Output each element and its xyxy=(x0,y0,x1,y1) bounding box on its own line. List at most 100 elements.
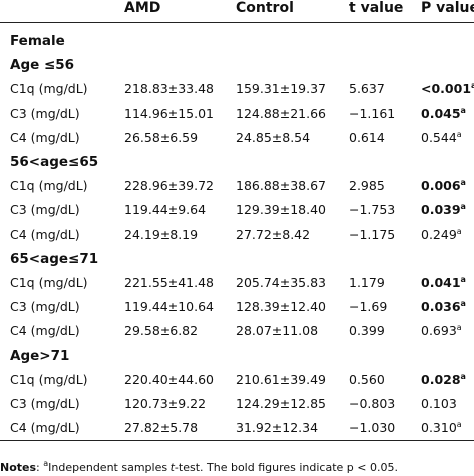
table-row: C3 (mg/dL) 120.73±9.22 124.29±12.85 −0.803 0… xyxy=(0,392,474,416)
notes-colon: : xyxy=(36,461,44,474)
amd-value-cell: 114.96±15.01 xyxy=(124,105,214,121)
table-notes: Notes: aIndependent samples t-test. The … xyxy=(0,460,474,476)
table-row: C3 (mg/dL) 119.44±9.64 129.39±18.40 −1.753 0… xyxy=(0,198,474,222)
p-value-text: 0.249a xyxy=(421,227,462,242)
control-value-cell: 124.29±12.85 xyxy=(236,395,326,411)
table-row: C4 (mg/dL) 24.19±8.19 27.72±8.42 −1.175 0.24… xyxy=(0,223,474,247)
row-label-cell: C4 (mg/dL) xyxy=(0,416,116,442)
table-row: C1q (mg/dL) 220.40±44.60 210.61±39.49 0.560… xyxy=(0,368,474,392)
t-value-cell: −1.030 xyxy=(341,416,413,442)
t-value-cell: 1.179 xyxy=(349,274,385,290)
t-value-cell: −1.69 xyxy=(349,299,388,315)
p-value-cell: <0.001a xyxy=(413,77,474,101)
p-value: 0.045 xyxy=(421,105,461,121)
t-value-cell: −1.753 xyxy=(349,202,396,218)
header-cell-control: Control xyxy=(228,0,341,23)
p-value-text: 0.045a xyxy=(421,106,466,121)
amd-value-cell: 120.73±9.22 xyxy=(124,395,207,411)
group-label: Age>71 xyxy=(10,347,70,364)
p-value-cell: 0.028a xyxy=(413,368,474,392)
p-value: 0.028 xyxy=(421,371,461,387)
p-value-cell: 0.036a xyxy=(413,295,474,319)
p-value-superscript: a xyxy=(456,226,462,236)
p-value-cell: 0.103 xyxy=(413,392,474,416)
t-value-cell: −1.161 xyxy=(349,105,396,121)
t-value-cell: 0.614 xyxy=(349,129,385,145)
row-label-cell: C1q (mg/dL) xyxy=(10,274,88,290)
t-value-cell: 0.399 xyxy=(349,323,385,339)
p-value-superscript: a xyxy=(460,371,466,381)
t-value-cell: −0.803 xyxy=(349,395,396,411)
control-value-cell: 31.92±12.34 xyxy=(228,416,341,442)
group-row: Age>71 xyxy=(0,343,474,367)
table-row: C3 (mg/dL) 119.44±10.64 128.39±12.40 −1.69 0… xyxy=(0,295,474,319)
control-value-cell: 124.88±21.66 xyxy=(236,105,326,121)
p-value-superscript: a xyxy=(460,299,466,309)
p-value-superscript: a xyxy=(460,202,466,212)
p-value: 0.103 xyxy=(421,395,457,411)
t-value-cell: −1.175 xyxy=(349,226,396,242)
row-label-cell: C1q (mg/dL) xyxy=(10,81,88,97)
amd-value-cell: 24.19±8.19 xyxy=(124,226,199,242)
amd-value-cell: 221.55±41.48 xyxy=(124,274,214,290)
p-value-text: 0.103 xyxy=(421,396,457,411)
group-label: Female xyxy=(10,33,65,50)
table-body: Female Age ≤56 C1q (mg/dL) 218.83±33.48 159.… xyxy=(0,23,474,442)
row-label-cell: C3 (mg/dL) xyxy=(10,299,80,315)
table-row: C4 (mg/dL) 26.58±6.59 24.85±8.54 0.614 0.544… xyxy=(0,126,474,150)
group-row: Age ≤56 xyxy=(0,53,474,77)
amd-value-cell: 29.58±6.82 xyxy=(124,323,199,339)
p-value-cell: 0.310a xyxy=(413,416,474,442)
group-label: 65<age≤71 xyxy=(10,250,99,267)
row-label-cell: C3 (mg/dL) xyxy=(10,105,80,121)
p-value-text: 0.041a xyxy=(421,275,466,290)
notes-superscript: a xyxy=(43,460,49,468)
t-value-cell: 5.637 xyxy=(349,81,385,97)
amd-value-cell: 26.58±6.59 xyxy=(124,129,199,145)
p-value: 0.041 xyxy=(421,274,461,290)
amd-value-cell: 228.96±39.72 xyxy=(124,178,214,194)
row-label-cell: C1q (mg/dL) xyxy=(10,178,88,194)
p-value-superscript: a xyxy=(460,274,466,284)
row-label-cell: C1q (mg/dL) xyxy=(10,371,88,387)
header-cell-amd: AMD xyxy=(116,0,228,23)
control-value-cell: 128.39±12.40 xyxy=(236,299,326,315)
control-value-cell: 205.74±35.83 xyxy=(236,274,326,290)
p-value-superscript: a xyxy=(460,178,466,188)
amd-value-cell: 27.82±5.78 xyxy=(116,416,228,442)
control-value-cell: 129.39±18.40 xyxy=(236,202,326,218)
p-value-superscript: a xyxy=(456,420,462,430)
p-value-text: 0.036a xyxy=(421,299,466,314)
group-label: 56<age≤65 xyxy=(10,154,99,171)
p-value-cell: 0.045a xyxy=(413,102,474,126)
table-row: C3 (mg/dL) 114.96±15.01 124.88±21.66 −1.161… xyxy=(0,102,474,126)
control-value-cell: 210.61±39.49 xyxy=(236,371,326,387)
data-table: AMD Control t value P value Female Age ≤5… xyxy=(0,0,474,442)
t-value-cell: 2.985 xyxy=(349,178,385,194)
p-value-superscript: a xyxy=(456,129,462,139)
amd-value-cell: 119.44±9.64 xyxy=(124,202,207,218)
row-label-cell: C4 (mg/dL) xyxy=(10,226,80,242)
control-value-cell: 24.85±8.54 xyxy=(236,129,311,145)
p-value: 0.039 xyxy=(421,202,461,218)
p-value-text: 0.006a xyxy=(421,178,466,193)
table-row: C1q (mg/dL) 228.96±39.72 186.88±38.67 2.985… xyxy=(0,174,474,198)
header-cell-t-value: t value xyxy=(341,0,413,23)
table-row: C1q (mg/dL) 218.83±33.48 159.31±19.37 5.637… xyxy=(0,77,474,101)
control-value-cell: 27.72±8.42 xyxy=(236,226,311,242)
table-row: C4 (mg/dL) 27.82±5.78 31.92±12.34 −1.030 0.3… xyxy=(0,416,474,442)
notes-italic-t: t xyxy=(170,461,175,474)
p-value: 0.310 xyxy=(421,420,457,436)
notes-text-end: -test. The bold figures indicate p < 0.0… xyxy=(174,461,398,474)
p-value: 0.036 xyxy=(421,299,461,315)
p-value-cell: 0.693a xyxy=(413,319,474,343)
p-value-cell: 0.006a xyxy=(413,174,474,198)
amd-value-cell: 220.40±44.60 xyxy=(124,371,214,387)
p-value-text: 0.310a xyxy=(421,420,462,435)
amd-value-cell: 119.44±10.64 xyxy=(124,299,214,315)
p-value-text: 0.693a xyxy=(421,323,462,338)
group-label: Age ≤56 xyxy=(10,57,75,74)
p-value-text: 0.544a xyxy=(421,130,462,145)
p-value: 0.006 xyxy=(421,178,461,194)
p-value-text: 0.039a xyxy=(421,202,466,217)
